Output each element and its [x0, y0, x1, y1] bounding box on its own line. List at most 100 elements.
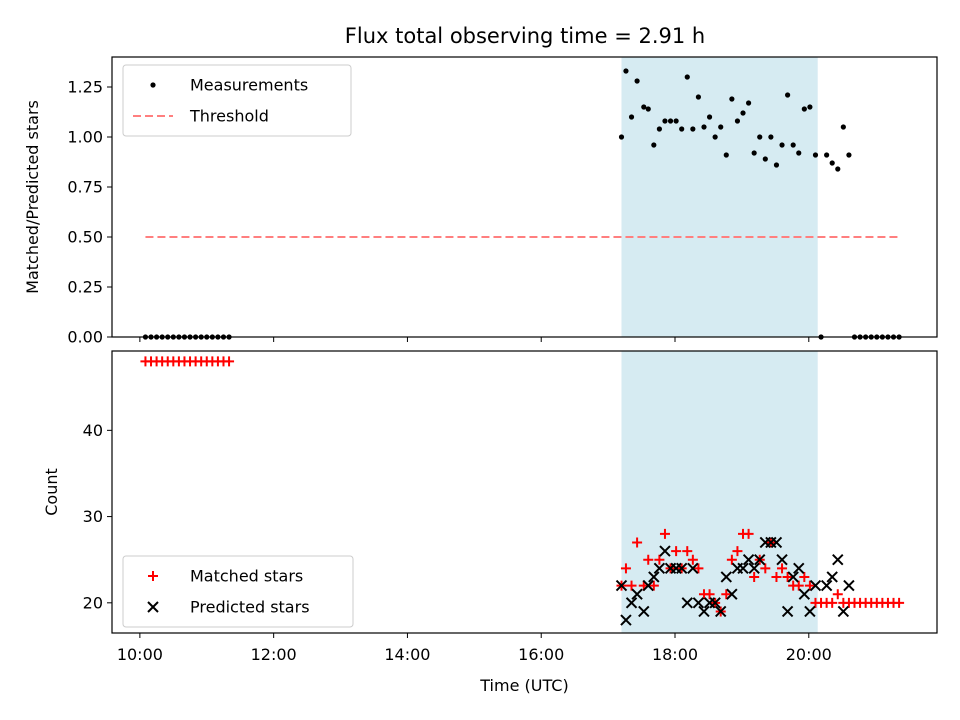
measurement-point [623, 68, 629, 74]
measurement-point [812, 152, 819, 158]
predicted-star-point [832, 553, 844, 566]
predicted-star-point [698, 605, 710, 618]
matched-star-point [743, 528, 754, 539]
measurement-point [651, 142, 657, 148]
top-panel: 0.00 0.25 0.50 0.75 1.00 1.25 Matched/Predict… [23, 56, 938, 347]
top-y-axis-label: Matched/Predicted stars [23, 100, 42, 294]
matched-star-point [648, 580, 659, 591]
measurement-point [840, 124, 846, 130]
measurement-point [751, 150, 757, 156]
x-tick-label: 12:00 [251, 645, 297, 664]
measurement-point [718, 124, 724, 130]
matched-star-point [643, 554, 654, 565]
measurement-point [667, 118, 674, 124]
measurement-point [645, 106, 651, 112]
matched-star-point [894, 597, 905, 608]
top-y-tick-label: 1.00 [67, 128, 103, 147]
legend-box [122, 64, 352, 137]
matched-star-point [804, 580, 815, 591]
measurement-point [712, 134, 718, 140]
top-y-tick-label: 0.75 [67, 178, 103, 197]
measurement-point [762, 156, 768, 162]
top-legend: Measurements Threshold [122, 64, 352, 137]
matched-star-point [671, 546, 682, 557]
bottom-y-tick-label: 40 [83, 421, 103, 440]
predicted-star-point [720, 571, 732, 583]
measurement-point [757, 134, 763, 140]
matched-star-point [749, 571, 760, 582]
measurement-point [618, 134, 625, 140]
chart-title: Flux total observing time = 2.91 h [345, 24, 705, 48]
matched-star-point [832, 589, 843, 600]
measurement-point [729, 96, 735, 102]
measurement-point [779, 142, 785, 148]
predicted-star-point [692, 597, 705, 609]
predicted-star-point [770, 536, 783, 549]
predicted-star-point [787, 571, 799, 583]
matched-star-point [626, 580, 637, 591]
matched-star-point [721, 589, 732, 600]
measurement-point [695, 94, 702, 100]
predicted-star-point [653, 562, 666, 575]
top-x-ticks [139, 337, 810, 342]
measurement-point [662, 118, 668, 124]
top-axes-frame [111, 56, 938, 338]
top-shaded-region [621, 57, 818, 337]
matched-star-point [654, 554, 665, 565]
bottom-shaded-region [621, 351, 818, 633]
predicted-star-point [631, 588, 643, 600]
matched-star-point [687, 554, 698, 565]
bottom-y-axis-label: Count [42, 468, 61, 516]
predicted-star-point [681, 597, 693, 609]
predicted-star-point [742, 553, 755, 566]
measurement-point [846, 152, 852, 158]
measurement-point [673, 118, 679, 124]
legend-measurements-label: Measurements [190, 76, 308, 95]
predicted-star-point [798, 588, 811, 600]
x-axis-label: Time (UTC) [479, 676, 568, 695]
matched-star-point [793, 580, 804, 591]
predicted-star-point [715, 605, 727, 618]
matched-star-point [777, 563, 788, 574]
matched-star-point [732, 546, 743, 557]
x-tick-label: 18:00 [652, 645, 698, 664]
bottom-y-tick-label: 20 [83, 593, 103, 612]
measurement-point [628, 114, 635, 120]
top-y-tick-label: 0.25 [67, 278, 103, 297]
measurement-point [835, 166, 841, 172]
measurement-point [796, 150, 802, 156]
predicted-star-point [638, 605, 650, 618]
predicted-star-point [625, 597, 638, 609]
matched-star-point [726, 554, 737, 565]
legend-threshold-label: Threshold [189, 107, 269, 126]
legend-predicted-stars-swatch [147, 601, 159, 613]
predicted-star-point [820, 579, 833, 592]
measurement-point [801, 106, 807, 112]
predicted-star-point [776, 553, 788, 566]
matched-star-point [704, 589, 715, 600]
measurement-point [829, 160, 835, 166]
measurement-point [656, 126, 662, 132]
legend-matched-stars-label: Matched stars [190, 567, 303, 586]
matched-star-point [799, 571, 810, 582]
predicted-star-point [709, 597, 721, 609]
bottom-y-ticks: 20 30 40 [83, 421, 112, 612]
matched-star-point [224, 356, 235, 367]
measurement-point [824, 152, 830, 158]
measurement-point [684, 74, 690, 80]
bottom-panel: 20 30 40 10:00 12:00 14:00 16:00 18:00 20:00 Co… [42, 350, 938, 695]
x-tick-label: 16:00 [518, 645, 564, 664]
matched-star-point [693, 563, 704, 574]
predicted-star-point [754, 553, 766, 566]
predicted-star-point [620, 614, 632, 626]
matched-star-point [827, 597, 838, 608]
matched-star-point [771, 571, 782, 582]
measurement-point [768, 134, 774, 140]
x-tick-label: 14:00 [384, 645, 430, 664]
legend-predicted-stars-label: Predicted stars [190, 598, 310, 617]
measurement-point [723, 152, 729, 158]
measurement-point [785, 92, 791, 98]
x-tick-label: 10:00 [117, 645, 163, 664]
bottom-y-tick-label: 30 [83, 507, 103, 526]
